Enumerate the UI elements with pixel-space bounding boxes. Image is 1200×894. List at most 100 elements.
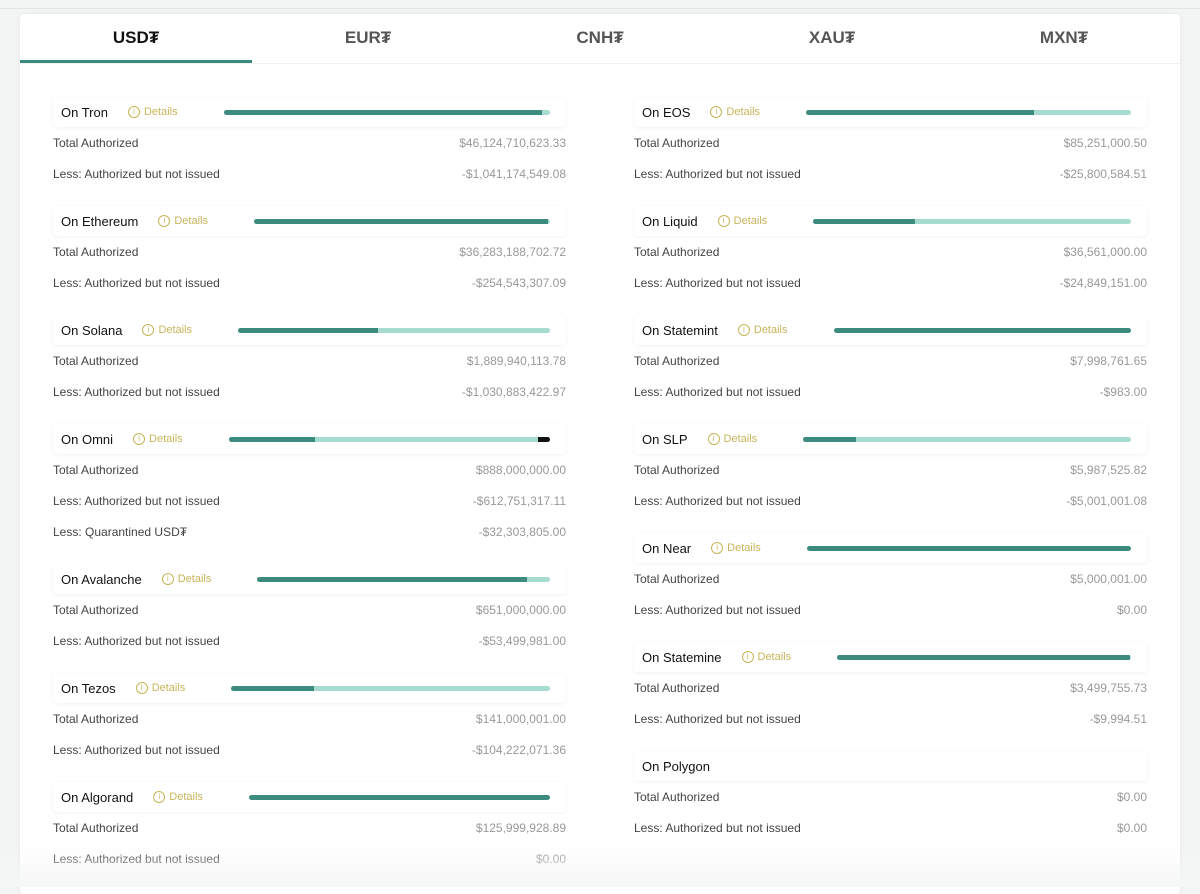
row-label: Total Authorized [53,462,139,477]
table-row: Total Authorized $5,987,525.82 [634,454,1147,485]
chain-section: On Statemine i Details Total Authorized $3,4… [634,642,1147,734]
chain-header: On Statemine i Details [634,642,1147,672]
row-value: $651,000,000.00 [475,602,566,617]
table-row: Total Authorized $1,889,940,113.78 [53,345,566,376]
details-link[interactable]: i Details [133,433,183,445]
row-value: $5,987,525.82 [1070,462,1147,477]
table-row: Less: Authorized but not issued -$104,222… [53,734,566,765]
info-icon: i [158,215,171,227]
issuance-bar [833,327,1131,333]
info-icon: i [737,324,750,336]
details-link[interactable]: i Details [717,215,767,227]
issuance-bar [248,794,550,800]
chain-header: On Ethereum i Details [53,206,566,236]
chain-title: On Solana [61,322,123,338]
tab-mxn[interactable]: MXN₮ [1039,28,1089,47]
details-label: Details [177,573,212,585]
issuance-bar [253,218,550,224]
details-link[interactable]: i Details [142,324,192,336]
details-link[interactable]: i Details [127,106,178,118]
table-row: Total Authorized $5,000,001.00 [634,563,1147,594]
details-label: Details [174,215,208,227]
row-label: Less: Authorized but not issued [634,820,801,835]
issuance-bar [806,109,1131,115]
table-row: Less: Authorized but not issued -$983.00 [634,376,1147,407]
info-icon: i [711,542,724,554]
chain-section: On Liquid i Details Total Authorized $36,561… [634,206,1147,298]
details-link[interactable]: i Details [741,651,791,663]
info-icon: i [153,791,166,803]
details-link[interactable]: i Details [158,215,208,227]
tab-xau[interactable]: XAU₮ [808,28,856,47]
table-row: Less: Authorized but not issued -$612,751… [53,485,566,516]
info-icon: i [741,651,754,663]
issuance-bar [223,109,550,115]
chain-section: On SLP i Details Total Authorized $5,987,525… [634,424,1147,516]
details-link[interactable]: i Details [737,324,788,336]
row-value: $3,499,755.73 [1070,680,1147,695]
tab-eur[interactable]: EUR₮ [344,28,392,47]
details-label: Details [151,682,186,694]
row-value: $141,000,001.00 [475,711,566,726]
chain-title: On Liquid [642,213,698,229]
row-label: Total Authorized [53,135,139,150]
row-value: $7,998,761.65 [1070,353,1147,368]
row-value: $888,000,000.00 [475,462,566,477]
chain-title: On Polygon [642,758,710,774]
table-row: Total Authorized $141,000,001.00 [53,703,566,734]
table-row: Less: Authorized but not issued -$53,499,… [53,625,566,656]
table-row: Total Authorized $36,283,188,702.72 [53,236,566,267]
table-row: Total Authorized $7,998,761.65 [634,345,1147,376]
row-label: Less: Authorized but not issued [53,742,220,757]
details-link[interactable]: i Details [153,791,203,803]
info-icon: i [707,433,720,445]
details-link[interactable]: i Details [135,682,186,694]
row-label: Total Authorized [53,353,139,368]
row-label: Less: Authorized but not issued [634,166,801,181]
issued-fill [228,436,316,442]
issued-fill [223,109,543,115]
table-row: Total Authorized $125,999,928.89 [53,812,566,843]
attestation-card: USD₮ EUR₮ CNH₮ XAU₮ MXN₮ On Tron i Details Tota… [20,14,1180,894]
row-label: Total Authorized [634,135,720,150]
chain-section: On Near i Details Total Authorized $5,000,00… [634,533,1147,625]
info-icon: i [142,324,155,336]
chain-title: On Statemine [642,649,722,665]
row-label: Less: Authorized but not issued [53,493,220,508]
row-value: -$254,543,307.09 [471,275,566,290]
details-link[interactable]: i Details [707,433,757,445]
right-column: On EOS i Details Total Authorized $85,251,00… [634,97,1147,891]
tab-cnh[interactable]: CNH₮ [576,28,624,47]
table-row: Less: Authorized but not issued -$254,543… [53,267,566,298]
info-icon: i [127,106,140,118]
chain-header: On Algorand i Details [53,782,566,812]
row-label: Less: Authorized but not issued [53,166,220,181]
chain-section: On Solana i Details Total Authorized $1,889,… [53,315,566,407]
quarantined-fill [538,436,550,442]
row-label: Total Authorized [634,244,720,259]
row-value: -$1,041,174,549.08 [461,166,566,181]
table-row: Total Authorized $888,000,000.00 [53,454,566,485]
issuance-bar [837,654,1131,660]
chain-title: On Statemint [642,322,718,338]
left-column: On Tron i Details Total Authorized $46,124,7… [53,97,566,891]
table-row: Less: Authorized but not issued -$25,800,… [634,158,1147,189]
details-link[interactable]: i Details [711,542,761,554]
row-label: Less: Authorized but not issued [634,493,801,508]
issuance-bar [803,436,1131,442]
table-row: Total Authorized $3,499,755.73 [634,672,1147,703]
chain-header: On Omni i Details [53,424,566,454]
details-link[interactable]: i Details [710,106,760,118]
tab-usd[interactable]: USD₮ [20,14,252,63]
table-row: Total Authorized $46,124,710,623.33 [53,127,566,158]
row-value: $5,000,001.00 [1070,571,1147,586]
row-label: Less: Authorized but not issued [634,275,801,290]
chain-title: On Near [642,540,692,556]
row-label: Less: Authorized but not issued [53,384,220,399]
details-link[interactable]: i Details [161,573,212,585]
row-value: -$104,222,071.36 [471,742,566,757]
row-label: Total Authorized [53,602,139,617]
chain-title: On Avalanche [61,571,142,587]
chain-title: On SLP [642,431,688,447]
info-icon: i [135,682,148,694]
